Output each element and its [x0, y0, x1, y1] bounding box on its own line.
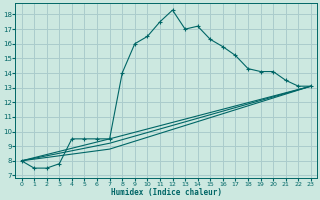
X-axis label: Humidex (Indice chaleur): Humidex (Indice chaleur) [111, 188, 222, 197]
